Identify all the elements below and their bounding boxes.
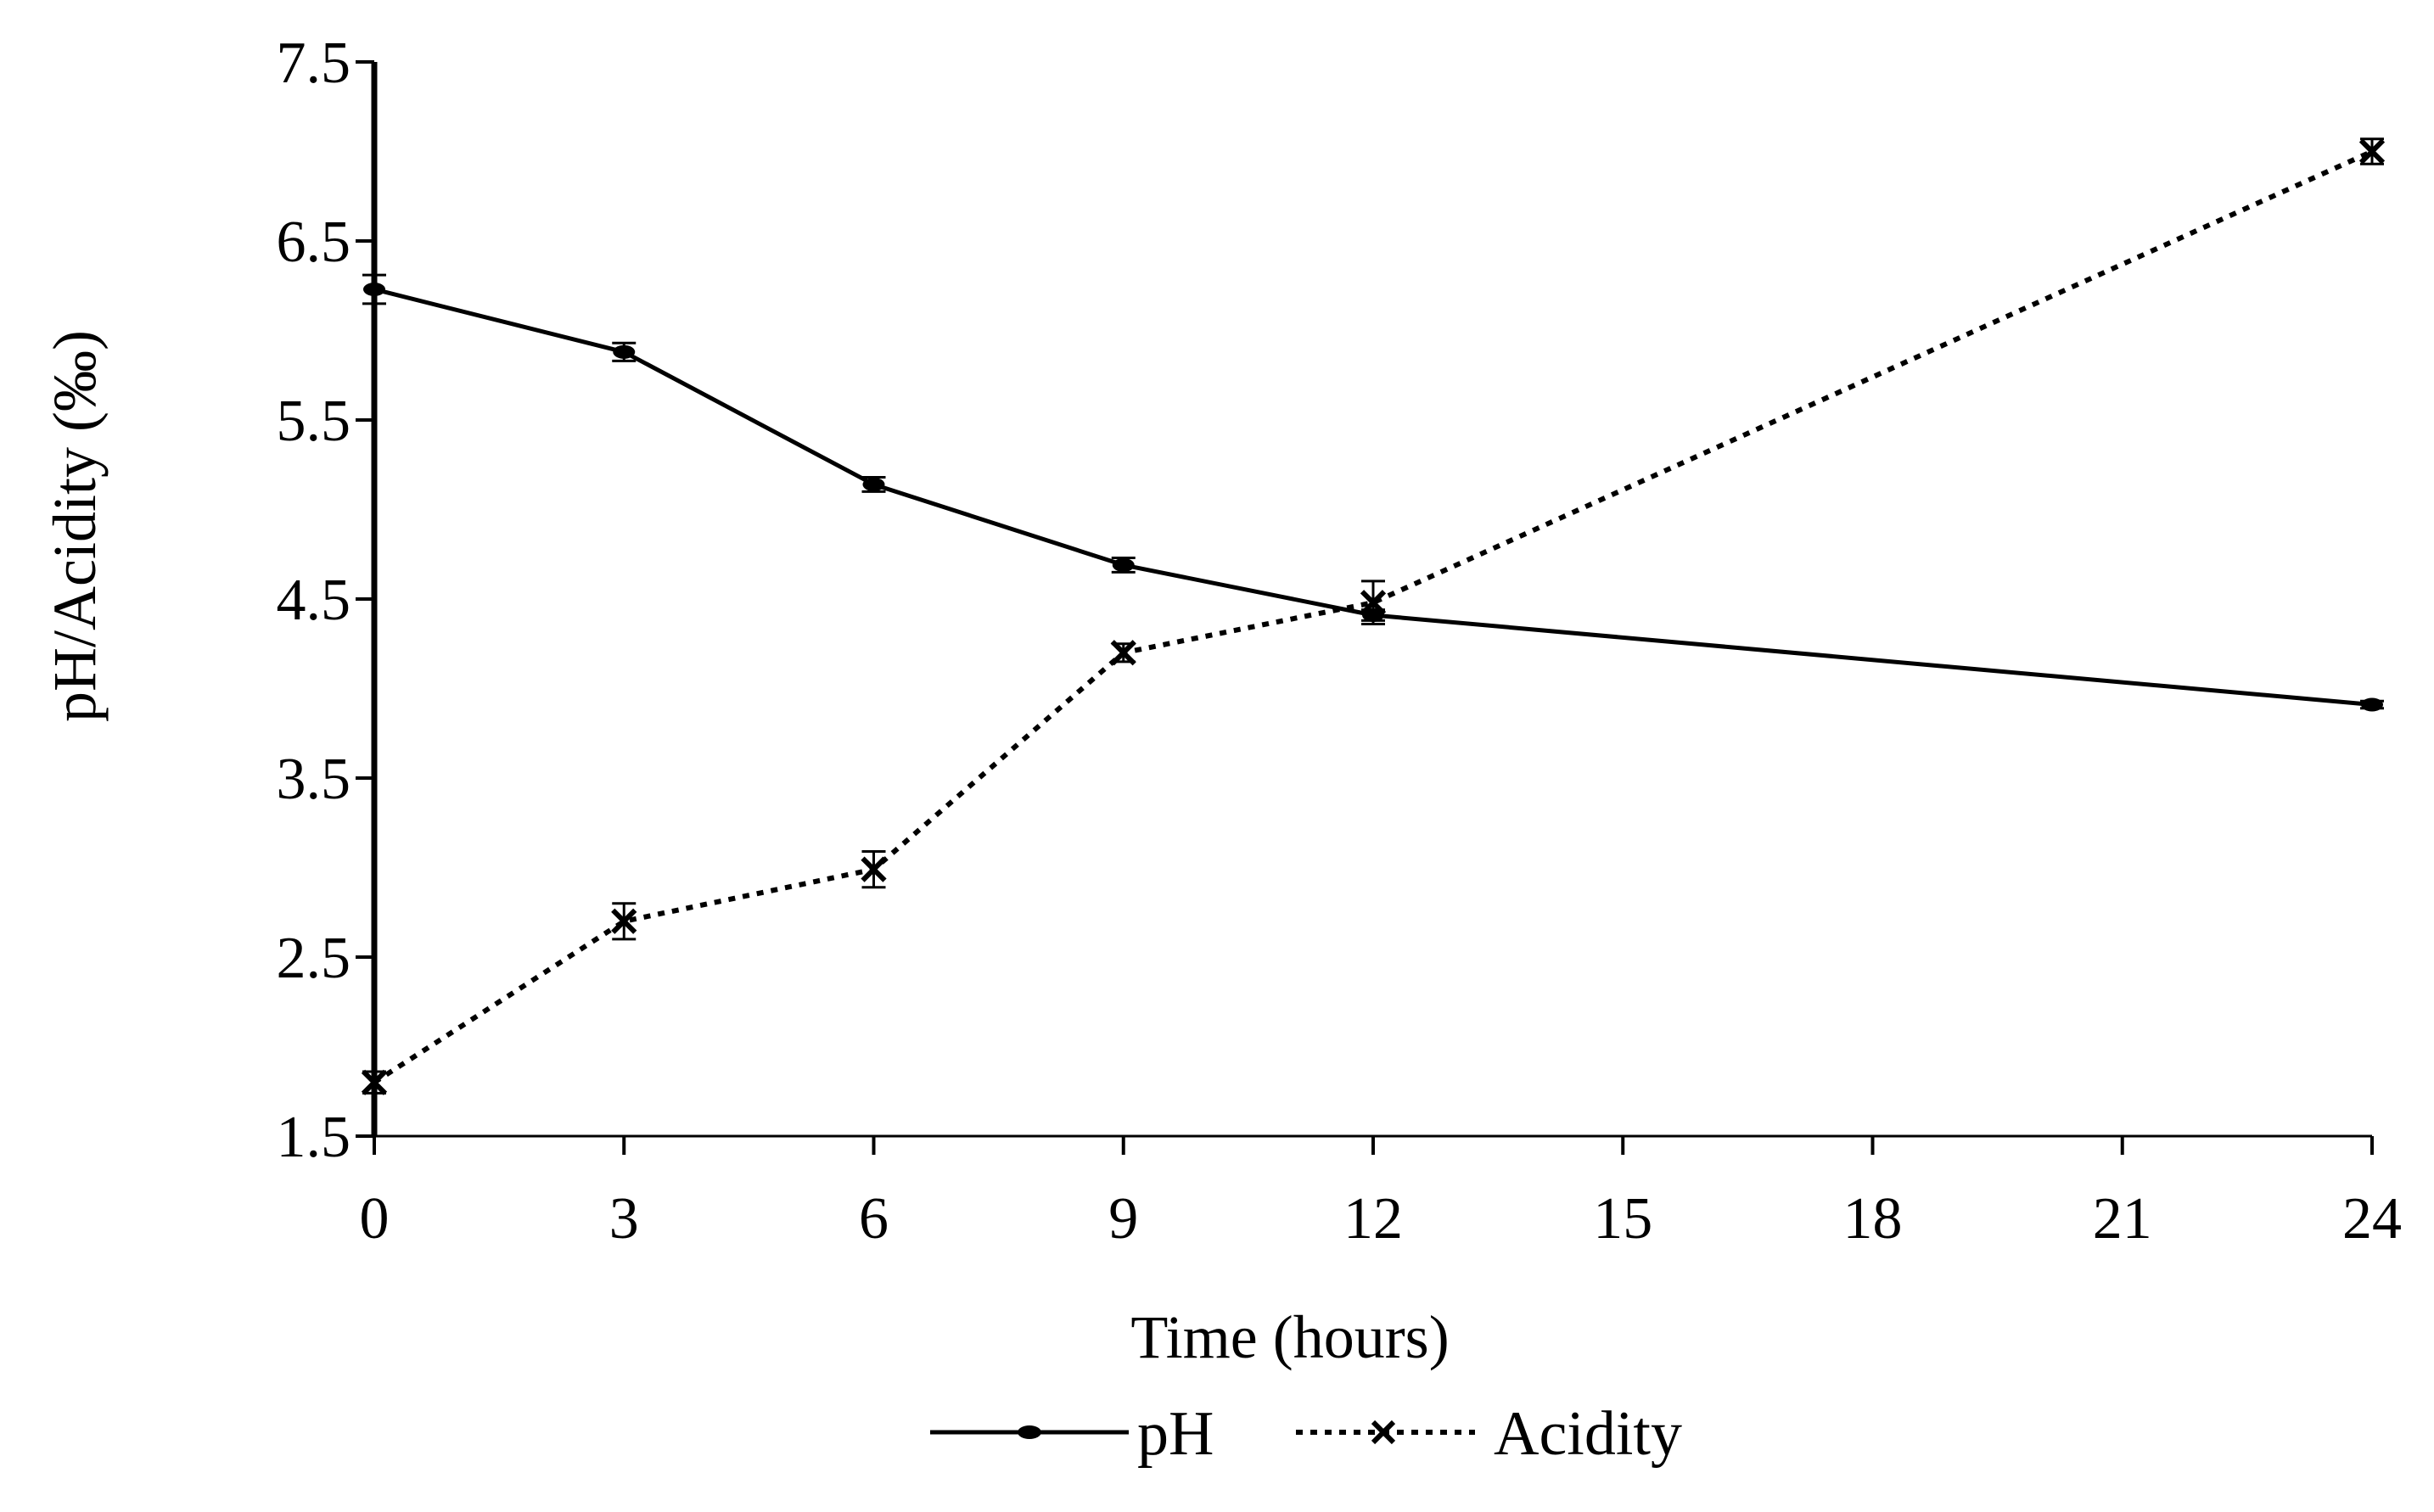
y-tick-label: 7.5 <box>277 31 351 96</box>
y-tick-label: 4.5 <box>277 568 351 633</box>
y-ticks: 1.5 2.5 3.5 4.5 5.5 6.5 7.5 <box>277 31 374 1170</box>
x-tick-label: 9 <box>1108 1186 1138 1252</box>
data-point-ph <box>2361 697 2383 712</box>
x-ticks: 0 3 6 9 12 15 18 21 24 <box>360 1136 2402 1252</box>
y-tick-label: 3.5 <box>277 747 351 812</box>
data-point-ph <box>363 282 385 296</box>
data-point-acidity <box>2358 138 2386 165</box>
y-axis-label: pH/Acidity (‰) <box>41 330 109 722</box>
y-tick-label: 2.5 <box>277 926 351 991</box>
y-tick-label: 6.5 <box>277 210 351 275</box>
x-axis-label: Time (hours) <box>1130 1303 1449 1371</box>
x-tick-label: 12 <box>1343 1186 1403 1252</box>
x-tick-label: 21 <box>2093 1186 2152 1252</box>
x-tick-label: 18 <box>1843 1186 1903 1252</box>
data-point-acidity <box>361 1069 388 1095</box>
legend-marker-acidity <box>1371 1420 1396 1445</box>
x-tick-label: 3 <box>609 1186 639 1252</box>
data-point-acidity <box>1360 590 1387 616</box>
series-acidity <box>361 137 2386 1095</box>
x-tick-label: 0 <box>360 1186 390 1252</box>
series-line-ph <box>373 287 2373 707</box>
series-line-acidity <box>373 148 2374 1085</box>
series-layer <box>361 137 2386 1095</box>
legend-item-ph: pH <box>930 1399 1214 1469</box>
data-point-ph <box>613 344 636 359</box>
x-tick-label: 15 <box>1593 1186 1652 1252</box>
data-point-acidity <box>1110 640 1136 666</box>
y-tick-label: 1.5 <box>277 1105 351 1170</box>
legend-label-acidity: Acidity <box>1494 1399 1682 1469</box>
data-point-ph <box>862 477 885 491</box>
x-tick-label: 6 <box>859 1186 889 1252</box>
x-tick-label: 24 <box>2342 1186 2402 1252</box>
data-point-ph <box>1112 557 1135 572</box>
legend-label-ph: pH <box>1137 1399 1214 1469</box>
y-tick-label: 5.5 <box>277 389 351 454</box>
data-point-acidity <box>611 908 637 934</box>
data-point-acidity <box>861 856 887 882</box>
legend: pH Acidity <box>930 1399 1682 1469</box>
legend-item-acidity: Acidity <box>1296 1399 1682 1469</box>
legend-marker-ph <box>1018 1425 1041 1439</box>
